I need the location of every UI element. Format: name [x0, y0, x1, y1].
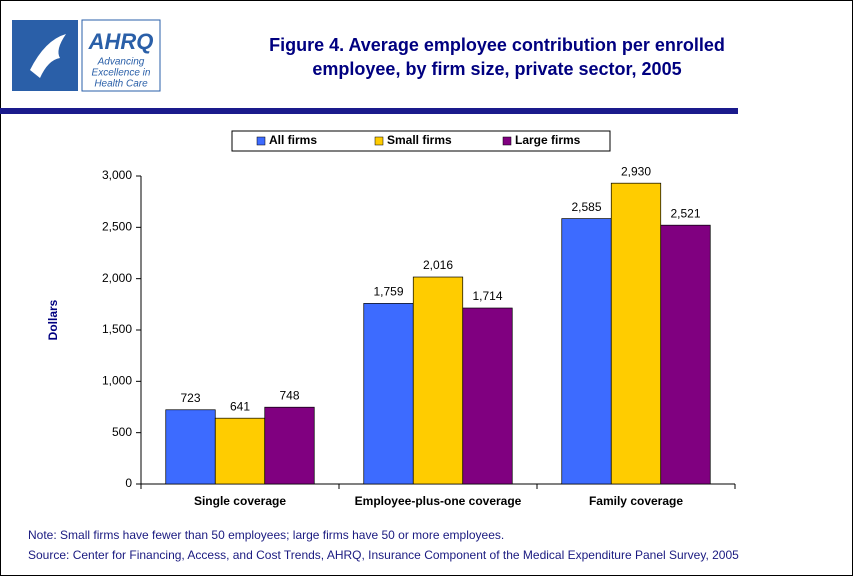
bar: [462, 307, 513, 485]
ahrq-logo: [81, 19, 161, 92]
legend-label: All firms: [269, 133, 317, 147]
y-tick-label: 1,500: [102, 322, 132, 336]
value-label: 2,930: [621, 164, 651, 178]
value-label: 723: [180, 391, 200, 405]
chart-title: employee, by firm size, private sector, …: [312, 59, 681, 79]
header-rule: [0, 108, 738, 114]
x-tick-label: Employee-plus-one coverage: [355, 494, 522, 508]
ahrq-tagline: Excellence in: [92, 68, 151, 79]
value-label: 1,714: [472, 289, 502, 303]
y-tick-label: 2,000: [102, 271, 132, 285]
bar: [165, 409, 216, 485]
legend-swatch: [374, 136, 384, 146]
x-tick-label: Family coverage: [589, 494, 683, 508]
y-tick-label: 3,000: [102, 168, 132, 182]
ahrq-tagline: Health Care: [94, 79, 148, 90]
value-label: 748: [279, 388, 299, 402]
y-tick-label: 0: [125, 476, 132, 490]
y-tick-label: 500: [112, 425, 132, 439]
value-label: 1,759: [373, 285, 403, 299]
note: Note: Small firms have fewer than 50 emp…: [28, 528, 504, 542]
value-label: 2,016: [423, 258, 453, 272]
bar: [610, 182, 662, 485]
bar: [264, 406, 315, 485]
legend-label: Small firms: [387, 133, 452, 147]
y-axis-label: Dollars: [46, 299, 60, 340]
legend-swatch: [256, 136, 266, 146]
value-label: 2,585: [571, 200, 601, 214]
note: Source: Center for Financing, Access, an…: [28, 548, 739, 562]
legend-label: Large firms: [515, 133, 581, 147]
bar: [561, 218, 612, 485]
ahrq-tagline: Advancing: [97, 57, 145, 68]
y-tick-label: 1,000: [102, 374, 132, 388]
value-label: 2,521: [670, 206, 700, 220]
x-tick-label: Single coverage: [194, 494, 286, 508]
legend-swatch: [502, 136, 512, 146]
bar: [660, 224, 711, 485]
ahrq-name: AHRQ: [88, 29, 154, 54]
bar: [363, 303, 414, 485]
bar: [214, 417, 266, 485]
bar: [412, 276, 464, 485]
legend: [231, 130, 611, 152]
chart-title: Figure 4. Average employee contribution …: [269, 35, 725, 55]
y-tick-label: 2,500: [102, 220, 132, 234]
hhs-eagle: [30, 34, 66, 78]
value-label: 641: [230, 399, 250, 413]
